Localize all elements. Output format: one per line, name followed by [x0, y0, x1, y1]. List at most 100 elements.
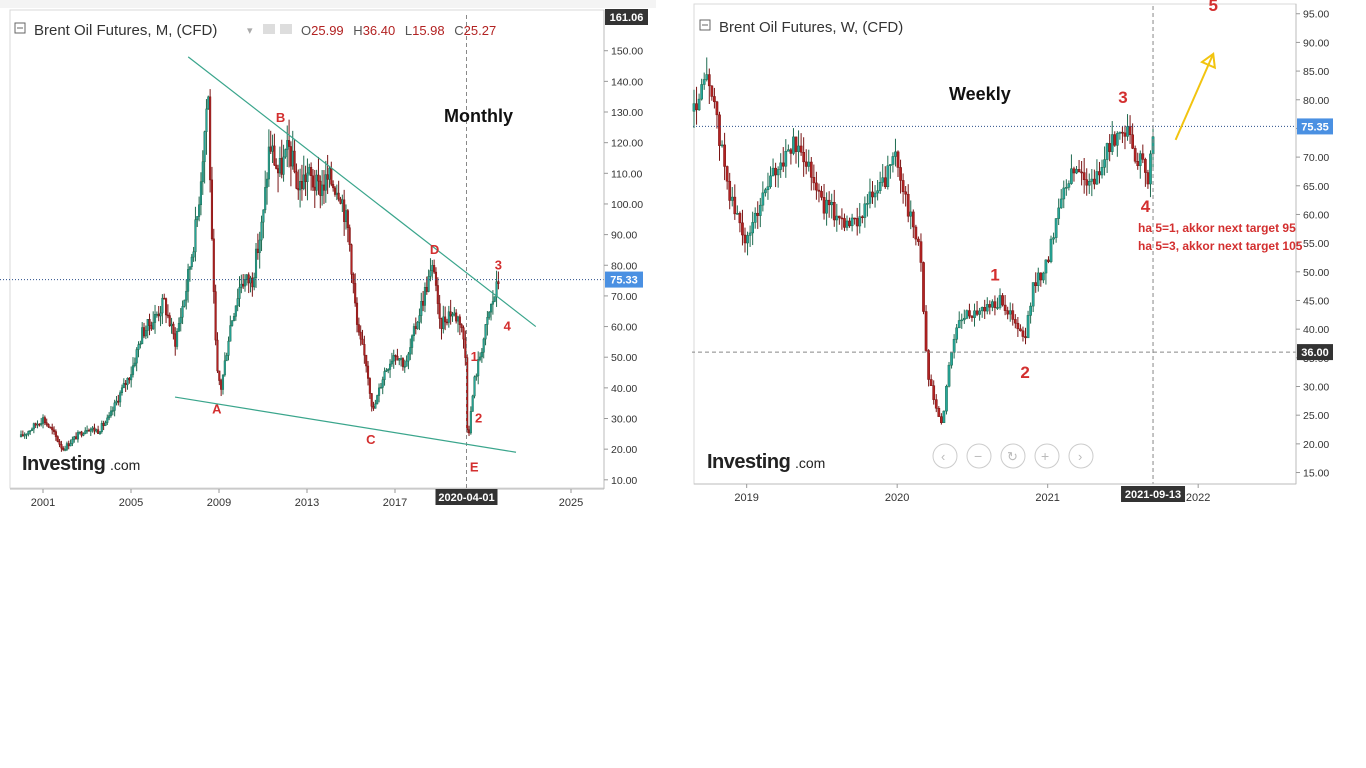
candle [730, 186, 734, 207]
candle [761, 181, 765, 212]
candle [1118, 131, 1122, 140]
level-price-badge: 36.00 [1297, 344, 1333, 361]
candle [881, 163, 885, 187]
x-tick-label: 2013 [295, 497, 319, 509]
candle [418, 308, 421, 331]
candle [794, 136, 798, 164]
candle [460, 323, 463, 333]
candle [1100, 159, 1104, 179]
candle [387, 368, 390, 374]
candle [332, 180, 335, 192]
candle [840, 208, 844, 230]
weekly-chart[interactable]: 1 2 3 4 5 Brent Oil Futures, W, (CFD) Weekly… [692, 0, 1338, 512]
candle [137, 341, 140, 358]
candle [486, 311, 489, 336]
candle [45, 418, 48, 427]
candle [108, 412, 111, 421]
candle [1024, 327, 1027, 345]
x-tick-label: 2021 [1035, 492, 1059, 504]
wave-label: B [276, 110, 285, 125]
candle [153, 304, 157, 334]
monthly-x-axis[interactable]: 2001 2005 2009 2013 2017 2025 2020-04-01 [10, 488, 604, 509]
candle [764, 187, 767, 197]
y-tick-label: 90.00 [611, 230, 637, 242]
candle [497, 271, 500, 290]
zoom-out-icon[interactable] [966, 443, 992, 469]
candle [1036, 267, 1040, 292]
candle [1034, 272, 1038, 293]
candle [333, 185, 337, 197]
candle [416, 320, 419, 330]
candle [1126, 114, 1129, 141]
candle [225, 352, 228, 362]
candle [82, 432, 85, 437]
candle [929, 374, 933, 386]
candle [922, 261, 925, 315]
candle [1049, 235, 1053, 264]
candle [705, 57, 709, 82]
candle [1108, 134, 1112, 162]
candle [1098, 161, 1101, 184]
candle [47, 423, 50, 428]
candle [1103, 146, 1106, 176]
candle [1133, 145, 1137, 164]
candle [201, 150, 204, 195]
candle [769, 166, 772, 189]
candle [988, 300, 992, 315]
candle [484, 324, 487, 346]
y-tick-label: 60.00 [1303, 209, 1329, 221]
y-tick-label: 50.00 [1303, 267, 1329, 279]
candle [442, 305, 445, 334]
candle [60, 440, 63, 452]
candle [945, 384, 948, 415]
candle [715, 100, 719, 129]
y-tick-label: 150.00 [611, 46, 643, 58]
candle [337, 180, 340, 202]
candle [1044, 259, 1048, 285]
candle [779, 153, 783, 178]
candle [1077, 159, 1081, 173]
candle [177, 317, 180, 333]
svg-text:↻: ↻ [1007, 449, 1018, 464]
weekly-y-axis[interactable]: 95.0090.0085.0080.0075.0070.0065.0060.00… [1295, 4, 1333, 484]
candle [429, 258, 432, 282]
candle [1072, 166, 1076, 182]
monthly-chart[interactable]: B A C D E 1 2 3 4 Brent Oil Futures, M, (CFD) ▾ … [0, 0, 656, 512]
scroll-left-icon[interactable] [932, 443, 958, 469]
candle [469, 406, 472, 435]
candle [458, 314, 461, 336]
candle [1141, 144, 1145, 164]
x-tick-label: 2022 [1186, 492, 1210, 504]
candle [315, 169, 318, 196]
candle [420, 292, 423, 324]
candle [853, 217, 857, 225]
camera-icon[interactable] [263, 24, 275, 34]
reset-icon[interactable] [1000, 443, 1026, 469]
candle [960, 313, 964, 329]
candle [264, 170, 267, 214]
weekly-chart-header: Brent Oil Futures, W, (CFD) [699, 19, 903, 36]
candle [181, 300, 184, 325]
candle [906, 184, 910, 223]
current-price-badge: 75.33 [605, 271, 643, 288]
candle [199, 172, 202, 216]
y-tick-label: 130.00 [611, 107, 643, 119]
y-tick-label: 30.00 [611, 414, 637, 426]
weekly-x-axis[interactable]: 2019 2020 2021 2022 2021-09-13 [694, 483, 1296, 504]
candle [100, 420, 103, 434]
svg-text:36.00: 36.00 [1301, 347, 1329, 359]
y-tick-label: 55.00 [1303, 238, 1329, 250]
monthly-y-axis[interactable]: 150.00 140.00 130.00 120.00 110.00 100.00 90.0… [603, 9, 648, 489]
candle [438, 294, 441, 329]
candle [185, 279, 188, 310]
scroll-right-icon[interactable] [1068, 443, 1094, 469]
monthly-chart-panel: B A C D E 1 2 3 4 Brent Oil Futures, M, (CFD) ▾ … [0, 0, 656, 512]
wave-label: 2 [1020, 363, 1029, 382]
settings-icon[interactable] [280, 24, 292, 34]
candle [733, 184, 737, 220]
candle [1087, 173, 1091, 194]
y-tick-label: 120.00 [611, 138, 643, 150]
candle [1019, 324, 1022, 332]
candle [776, 166, 780, 188]
zoom-in-icon[interactable] [1034, 443, 1060, 469]
